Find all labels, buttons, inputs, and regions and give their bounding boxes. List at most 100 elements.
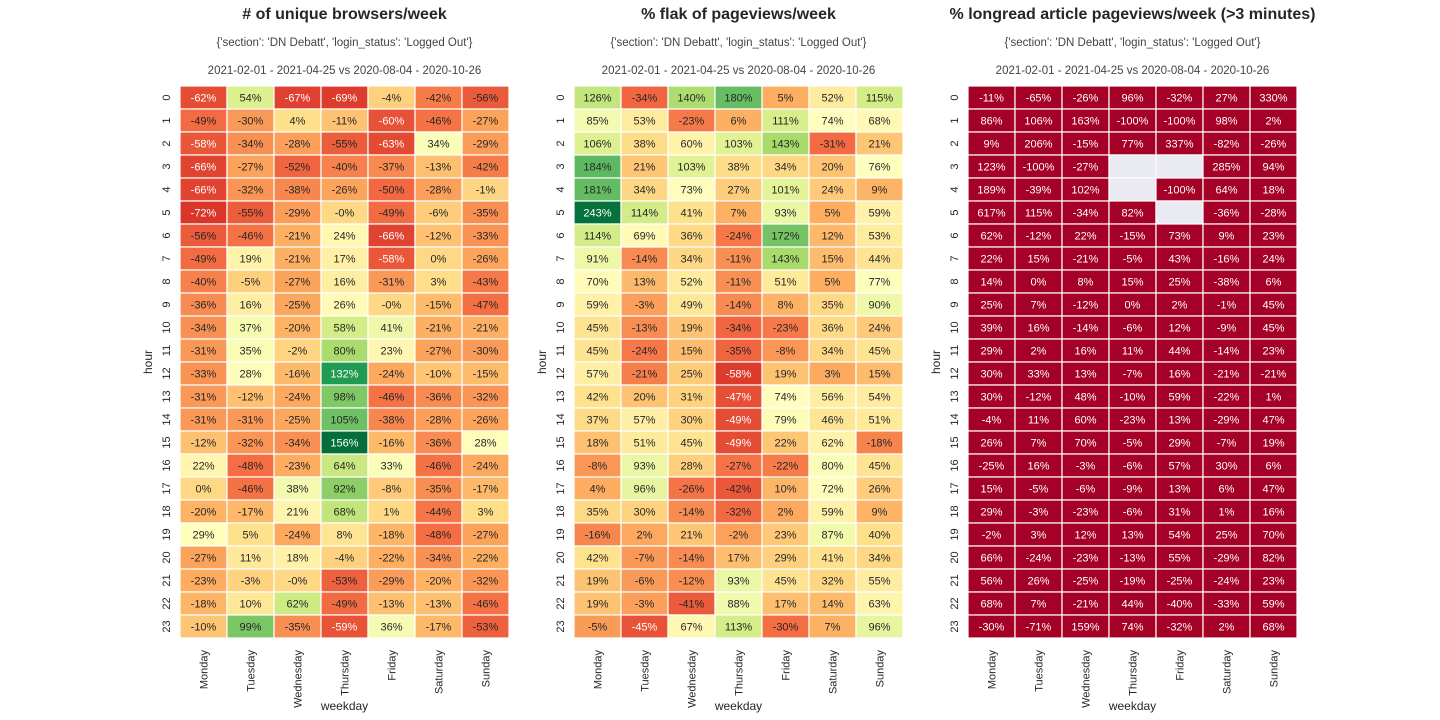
y-tick-label: 18 xyxy=(949,505,961,517)
cell-label: 13% xyxy=(1168,484,1190,496)
cell-label: 7% xyxy=(825,622,841,634)
cell-label: 23% xyxy=(1262,231,1284,243)
cell-label: 29% xyxy=(1168,438,1190,450)
y-tick-label: 14 xyxy=(949,413,961,425)
cell-label: 23% xyxy=(774,530,796,542)
cell-label: -58% xyxy=(191,139,217,151)
cell-label: 26% xyxy=(980,438,1002,450)
y-tick-label: 13 xyxy=(161,390,173,402)
y-tick-label: 7 xyxy=(949,255,961,261)
cell-label: 23% xyxy=(1262,576,1284,588)
cell-label: -11% xyxy=(979,93,1004,105)
cell-label: -44% xyxy=(426,507,452,519)
x-tick-label: Monday xyxy=(199,650,211,690)
cell-label: 285% xyxy=(1212,162,1240,174)
cell-label: 44% xyxy=(1121,599,1143,611)
cell-label: 0% xyxy=(196,484,212,496)
cell-label: -18% xyxy=(867,438,893,450)
cell-label: 19% xyxy=(586,576,608,588)
cell-label: -26% xyxy=(679,484,705,496)
cell-label: 98% xyxy=(333,392,355,404)
cell-label: 17% xyxy=(333,254,355,266)
y-tick-label: 19 xyxy=(161,528,173,540)
cell-label: -27% xyxy=(726,461,752,473)
cell-label: 96% xyxy=(633,484,655,496)
cell-label: -34% xyxy=(238,139,264,151)
y-tick-label: 1 xyxy=(555,117,567,123)
cell-label: 25% xyxy=(680,369,702,381)
cell-label: 38% xyxy=(286,484,308,496)
chart-subtitle-filter: {'section': 'DN Debatt', 'login_status':… xyxy=(216,37,472,49)
y-tick-label: 11 xyxy=(949,345,961,356)
cell-label: 30% xyxy=(980,392,1002,404)
cell-label: -16% xyxy=(379,438,405,450)
cell-label: 1% xyxy=(1219,507,1235,519)
cell-label: -6% xyxy=(1076,484,1096,496)
cell-label: 11% xyxy=(1028,415,1049,427)
cell-label: -5% xyxy=(1029,484,1049,496)
cell-label: 45% xyxy=(680,438,702,450)
cell-label: 33% xyxy=(380,461,402,473)
cell-label: -12% xyxy=(426,231,452,243)
cell-label: 24% xyxy=(821,185,843,197)
cell-label: -6% xyxy=(635,576,655,588)
cell-label: 8% xyxy=(778,300,794,312)
cell-label: 93% xyxy=(774,208,796,220)
cell-label: -56% xyxy=(473,93,499,105)
cell-label: 32% xyxy=(821,576,843,588)
cell-label: 5% xyxy=(825,208,841,220)
x-tick-label: Monday xyxy=(987,650,999,690)
cell-label: 66% xyxy=(980,553,1002,565)
cell-label: -55% xyxy=(332,139,358,151)
cell-label: -49% xyxy=(191,254,217,266)
y-tick-label: 21 xyxy=(949,574,961,586)
y-tick-label: 1 xyxy=(161,117,173,123)
cell-label: 2% xyxy=(1172,300,1188,312)
cell-label: -10% xyxy=(426,369,452,381)
cell-label: -8% xyxy=(588,461,608,473)
cell-label: 2% xyxy=(778,507,794,519)
cell-label: -46% xyxy=(426,461,452,473)
cell-label: -38% xyxy=(1214,277,1240,289)
y-tick-label: 2 xyxy=(555,140,567,146)
cell-label: 51% xyxy=(868,415,890,427)
y-tick-label: 20 xyxy=(161,551,173,563)
cell-label: -26% xyxy=(473,254,499,266)
cell-label: -6% xyxy=(1123,323,1143,335)
cell-label: -69% xyxy=(332,93,358,105)
cell-label: -32% xyxy=(473,392,499,404)
cell-label: 6% xyxy=(1219,484,1235,496)
y-tick-label: 22 xyxy=(161,597,173,609)
cell-label: -32% xyxy=(726,507,752,519)
cell-label: 98% xyxy=(1215,116,1237,128)
cell-label: 5% xyxy=(778,93,794,105)
y-tick-label: 2 xyxy=(949,140,961,146)
cell-label: 15% xyxy=(1027,254,1049,266)
y-tick-label: 5 xyxy=(949,209,961,215)
cell-label: 85% xyxy=(586,116,608,128)
y-tick-label: 6 xyxy=(161,232,173,238)
cell-label: -43% xyxy=(473,277,499,289)
cell-label: -16% xyxy=(285,369,311,381)
cell-label: 3% xyxy=(1031,530,1047,542)
x-axis-label: weekday xyxy=(714,699,762,713)
cell-label: 34% xyxy=(680,254,702,266)
cell-label: -4% xyxy=(335,553,355,565)
cell-label: -53% xyxy=(332,576,358,588)
cell-label: -32% xyxy=(238,185,264,197)
x-tick-label: Wednesday xyxy=(1081,650,1093,708)
cell-label: 60% xyxy=(680,139,702,151)
cell-label: 41% xyxy=(380,323,402,335)
cell-label: -26% xyxy=(332,185,358,197)
cell-label: -32% xyxy=(1167,93,1193,105)
cell-label: 19% xyxy=(239,254,261,266)
x-tick-label: Thursday xyxy=(1128,650,1140,696)
chart-subtitle-filter: {'section': 'DN Debatt', 'login_status':… xyxy=(610,37,866,49)
cell-label: -36% xyxy=(1214,208,1240,220)
cell-label: 88% xyxy=(727,599,749,611)
cell-label: -56% xyxy=(191,231,217,243)
cell-label: -18% xyxy=(379,530,405,542)
cell-label: -24% xyxy=(285,392,311,404)
cell-label: -27% xyxy=(191,553,217,565)
